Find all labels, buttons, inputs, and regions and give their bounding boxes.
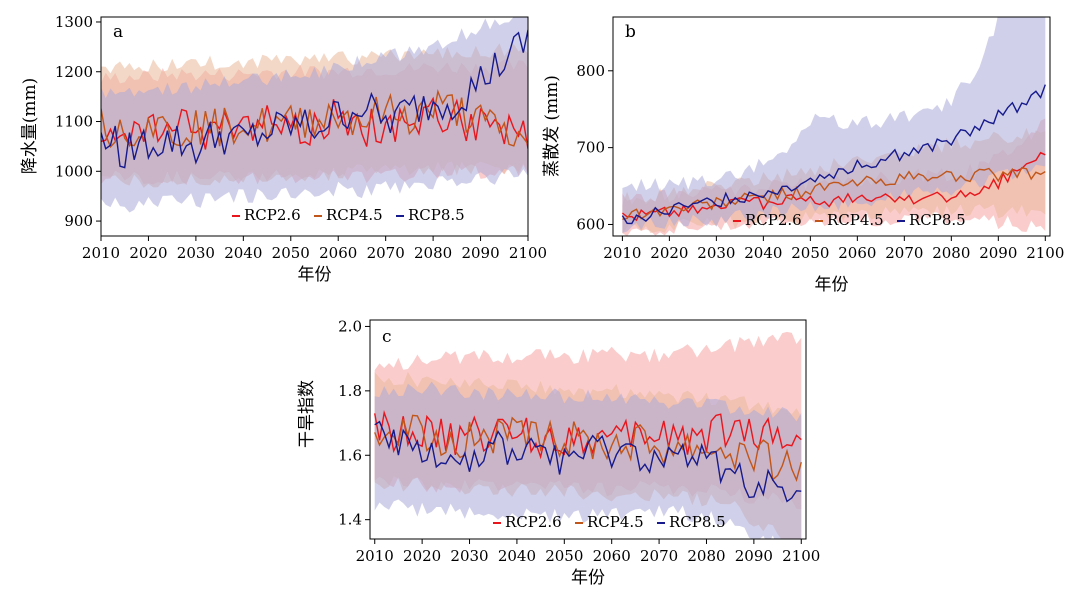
x-tick-label: 2090 (461, 244, 499, 262)
x-tick-label: 2050 (272, 244, 310, 262)
x-tick-label: 2070 (640, 547, 678, 565)
x-tick-label: 2010 (82, 244, 120, 262)
x-tick-label: 2100 (509, 244, 547, 262)
y-tick-label: 800 (576, 62, 605, 80)
line-rcp85 (374, 420, 802, 503)
y-tick-label: 1100 (55, 113, 93, 131)
legend-label-rcp85: RCP8.5 (909, 211, 966, 229)
plot-area-a (101, 17, 528, 213)
x-tick-label: 2020 (129, 244, 167, 262)
y-tick-label: 1.8 (338, 382, 362, 400)
plot-area-b (621, 17, 1046, 236)
y-axis-label: 干旱指数 (297, 380, 317, 448)
x-tick-label: 2030 (697, 244, 735, 262)
legend-label-rcp85: RCP8.5 (669, 513, 726, 531)
x-tick-label: 2090 (735, 547, 773, 565)
x-tick-label: 2020 (403, 547, 441, 565)
x-tick-label: 2030 (177, 244, 215, 262)
legend-label-rcp85: RCP8.5 (408, 206, 465, 224)
x-tick-label: 2080 (932, 244, 970, 262)
x-axis-label: 年份 (815, 275, 849, 295)
line-rcp26 (621, 151, 1046, 222)
band-rcp85 (374, 381, 802, 539)
legend-label-rcp26: RCP2.6 (505, 513, 562, 531)
x-tick-label: 2060 (319, 244, 357, 262)
legend-label-rcp26: RCP2.6 (244, 206, 301, 224)
line-rcp85 (621, 84, 1046, 225)
y-tick-label: 600 (576, 215, 605, 233)
y-axis-label: 降水量(mm) (20, 78, 40, 175)
axes-frame-a (100, 16, 529, 237)
panel-a-precipitation: 2010 2020 2030 2040 2050 2060 2070 2080 2090 2100… (20, 13, 547, 285)
y-tick-label: 700 (576, 139, 605, 157)
y-tick-label: 2.0 (338, 317, 362, 335)
x-axis-label: 年份 (571, 568, 605, 588)
x-tick-label: 2050 (545, 547, 583, 565)
x-tick-label: 2050 (791, 244, 829, 262)
y-tick-label: 1300 (55, 13, 93, 31)
y-tick-label: 1000 (55, 162, 93, 180)
y-tick-label: 1.4 (338, 511, 362, 529)
x-axis-label: 年份 (298, 265, 332, 285)
legend-label-rcp45: RCP4.5 (827, 211, 884, 229)
x-tick-label: 2020 (650, 244, 688, 262)
panel-b-evapotranspiration: 2010 2020 2030 2040 2050 2060 2070 2080 2090 2100… (542, 16, 1064, 295)
y-tick-label: 1.6 (338, 446, 362, 464)
y-axis-label: 蒸散发 (mm) (542, 75, 562, 177)
x-tick-label: 2060 (838, 244, 876, 262)
axes-frame-c (369, 319, 807, 540)
x-tick-label: 2010 (356, 547, 394, 565)
x-tick-label: 2100 (782, 547, 820, 565)
legend-label-rcp26: RCP2.6 (745, 211, 802, 229)
panel-c-aridity-index: 2010 2020 2030 2040 2050 2060 2070 2080 2090 2100… (297, 317, 820, 588)
x-tick-label: 2030 (450, 547, 488, 565)
x-tick-label: 2100 (1026, 244, 1064, 262)
panel-letter: c (382, 327, 392, 347)
line-rcp85 (101, 29, 528, 169)
axes-frame-b (612, 16, 1051, 237)
x-tick-label: 2070 (885, 244, 923, 262)
line-rcp45 (374, 414, 802, 482)
x-tick-label: 2040 (744, 244, 782, 262)
y-tick-label: 900 (64, 212, 93, 230)
legend-label-rcp45: RCP4.5 (326, 206, 383, 224)
x-tick-label: 2040 (224, 244, 262, 262)
legend-label-rcp45: RCP4.5 (587, 513, 644, 531)
band-rcp85 (101, 17, 528, 213)
x-tick-label: 2090 (979, 244, 1017, 262)
plot-area-c (374, 331, 802, 539)
line-rcp45 (101, 88, 528, 149)
x-tick-label: 2080 (414, 244, 452, 262)
x-tick-label: 2060 (593, 547, 631, 565)
line-rcp26 (101, 96, 528, 150)
band-rcp85 (622, 17, 1046, 233)
panel-letter: b (625, 22, 636, 42)
panel-letter: a (113, 22, 123, 42)
x-tick-label: 2010 (603, 244, 641, 262)
y-tick-label: 1200 (55, 63, 93, 81)
x-tick-label: 2070 (367, 244, 405, 262)
x-tick-label: 2040 (498, 547, 536, 565)
x-tick-label: 2080 (687, 547, 725, 565)
